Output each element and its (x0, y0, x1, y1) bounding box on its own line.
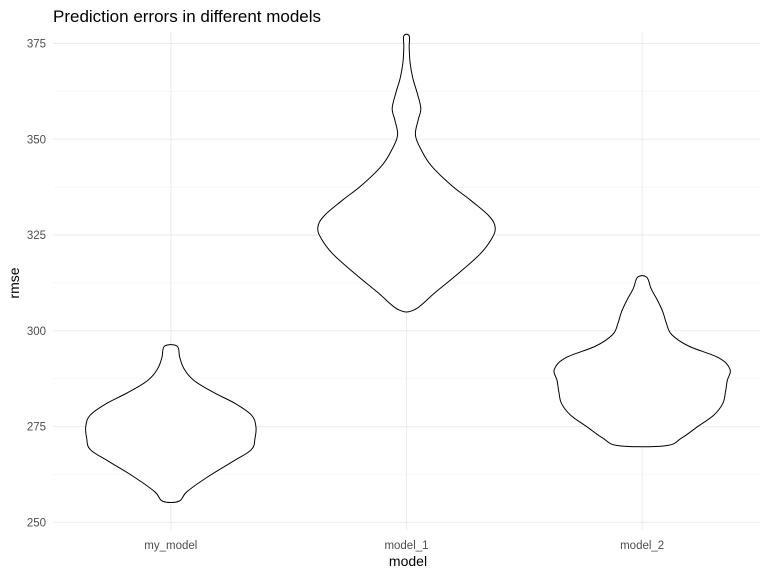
y-tick-label: 275 (27, 422, 46, 434)
x-tick-label: model_2 (620, 540, 664, 552)
violins (85, 33, 731, 504)
x-axis-ticks: my_model model_1 model_2 (144, 540, 664, 552)
x-axis-title: model (389, 553, 427, 569)
y-tick-label: 300 (27, 326, 46, 338)
y-tick-label: 350 (27, 134, 46, 146)
y-tick-label: 250 (27, 517, 46, 529)
violin-my-model (85, 344, 257, 504)
chart-title: Prediction errors in different models (53, 7, 321, 26)
x-tick-label: my_model (144, 540, 197, 552)
x-tick-label: model_1 (384, 540, 428, 552)
y-axis-title: rmse (6, 267, 22, 298)
y-axis-ticks: 250 275 300 325 350 375 (27, 38, 46, 529)
y-tick-label: 375 (27, 38, 46, 50)
y-tick-label: 325 (27, 230, 46, 242)
violin-model-1 (317, 33, 496, 313)
violin-model-2 (553, 275, 731, 448)
